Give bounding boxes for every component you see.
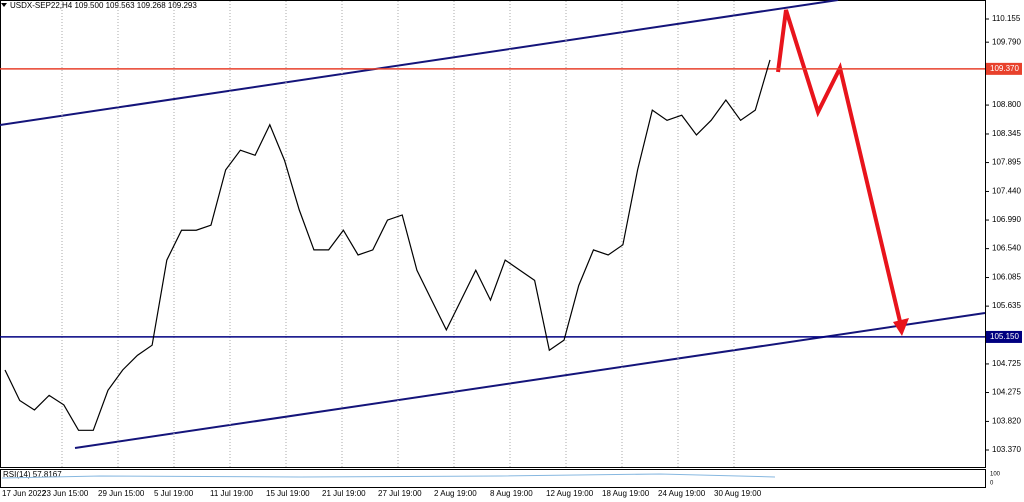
- x-tick-label: 23 Jun 15:00: [42, 489, 89, 498]
- x-tick-label: 2 Aug 19:00: [434, 489, 477, 498]
- chart-title: USDX-SEP22,H4 109.500 109.563 109.268 10…: [10, 1, 197, 10]
- y-tick-label: 103.820: [992, 417, 1021, 426]
- rsi-frame: [0, 469, 986, 488]
- y-tick-label: 106.540: [992, 244, 1021, 253]
- plot-frame: [0, 0, 986, 468]
- lower-trendline: [74, 312, 986, 449]
- x-tick-label: 5 Jul 19:00: [154, 489, 194, 498]
- y-tick-label: 107.895: [992, 158, 1021, 167]
- y-tick-label: 106.990: [992, 215, 1021, 224]
- x-tick-label: 27 Jul 19:00: [378, 489, 422, 498]
- y-tick-label: 108.800: [992, 100, 1021, 109]
- x-tick-label: 8 Aug 19:00: [490, 489, 533, 498]
- x-tick-label: 29 Jun 15:00: [98, 489, 145, 498]
- y-tick-label: 105.635: [992, 301, 1021, 310]
- x-tick-label: 15 Jul 19:00: [266, 489, 310, 498]
- price-label-box: [986, 62, 1022, 75]
- upper-trendline: [0, 0, 839, 126]
- forecast-arrow: [776, 9, 904, 331]
- rsi-line: [1, 473, 776, 479]
- y-tick-label: 106.085: [992, 273, 1021, 282]
- x-tick-label: 11 Jul 19:00: [210, 489, 254, 498]
- y-tick-label: 104.275: [992, 388, 1021, 397]
- menu-icon[interactable]: [1, 3, 7, 7]
- x-tick-label: 18 Aug 19:00: [602, 489, 650, 498]
- price-label-box: [986, 330, 1022, 343]
- price-line: [4, 59, 771, 431]
- y-tick-label: 107.440: [992, 187, 1021, 196]
- x-tick-label: 12 Aug 19:00: [546, 489, 594, 498]
- x-tick-label: 24 Aug 19:00: [658, 489, 706, 498]
- arrow-head: [893, 318, 909, 336]
- rsi-tick: 100: [990, 472, 1001, 478]
- x-tick-label: 30 Aug 19:00: [714, 489, 762, 498]
- y-tick-label: 109.790: [992, 37, 1021, 46]
- y-tick-label: 104.725: [992, 359, 1021, 368]
- rsi-label: RSI(14) 57.8167: [3, 470, 62, 479]
- x-tick-label: 21 Jul 19:00: [322, 489, 366, 498]
- y-tick-label: 110.155: [992, 14, 1021, 23]
- x-tick-label: 17 Jun 2022: [2, 489, 47, 498]
- price-label: 105.150: [990, 332, 1019, 341]
- y-tick-label: 103.370: [992, 445, 1021, 454]
- y-tick-label: 108.345: [992, 129, 1021, 138]
- rsi-tick: 0: [990, 481, 994, 487]
- price-label: 109.370: [990, 64, 1019, 73]
